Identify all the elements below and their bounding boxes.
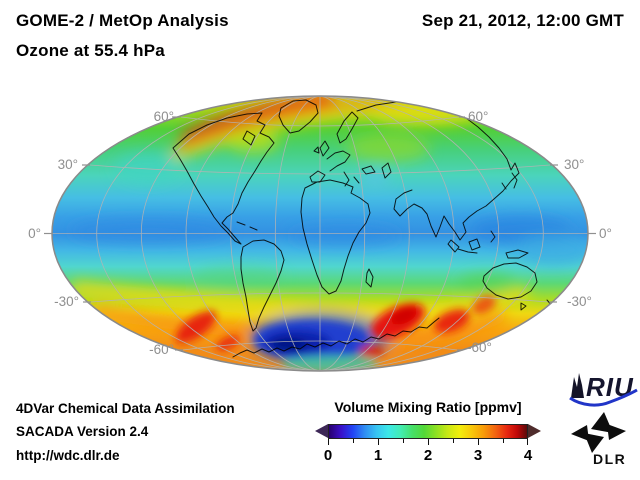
colorbar: [315, 424, 541, 445]
lat-label-60s-right: -60°: [467, 340, 492, 355]
riu-cathedral-icon: [571, 373, 584, 398]
page-title: GOME-2 / MetOp Analysis: [16, 11, 229, 30]
lat-label-30n-left: 30°: [58, 157, 78, 172]
coastline: [309, 170, 326, 183]
coastline: [501, 182, 507, 190]
coastline: [326, 150, 351, 172]
dlr-star-icon: [571, 412, 626, 453]
colorbar-label-0: 0: [323, 447, 333, 464]
coastline: [511, 172, 518, 189]
colorbar-label-2: 2: [423, 447, 433, 464]
dlr-logo-text: DLR: [593, 451, 626, 467]
timestamp: Sep 21, 2012, 12:00 GMT: [421, 11, 624, 30]
latitude-ticks: [44, 116, 596, 351]
colorbar-title: Volume Mixing Ratio [ppmv]: [334, 399, 522, 415]
dlr-logo: DLR: [571, 412, 626, 467]
coastline: [236, 221, 258, 231]
coastline: [319, 140, 330, 157]
lat-label-60s-left: -60°: [149, 342, 174, 357]
colorbar-tick-minor: [503, 439, 504, 443]
colorbar-tick-minor: [453, 439, 454, 443]
lat-label-60n-right: 60°: [468, 109, 488, 124]
lat-label-60n-left: 60°: [154, 109, 174, 124]
page-subtitle: Ozone at 55.4 hPa: [16, 41, 165, 60]
graticule: [52, 96, 588, 371]
lat-label-eq-right: 0°: [599, 226, 612, 241]
colorbar-tick-minor: [353, 439, 354, 443]
colorbar-label-1: 1: [373, 447, 383, 464]
coastline: [300, 179, 371, 295]
footer-version-text: SACADA Version 2.4: [16, 424, 149, 439]
riu-logo-text: RIU: [586, 372, 634, 402]
latitude-labels: 60° 60° 30° 30° 0° 0° -30° -30° -60° -60…: [28, 109, 612, 357]
colorbar-left-arrow: [315, 424, 328, 438]
lat-label-30s-right: -30°: [567, 294, 592, 309]
coastline: [336, 111, 359, 144]
field-soft-anomalies: [70, 96, 588, 364]
colorbar-gradient: [328, 424, 528, 439]
coastline: [365, 268, 374, 288]
coastline: [172, 112, 275, 245]
colorbar-tick-major: [328, 439, 329, 445]
coastline: [353, 176, 360, 184]
riu-logo: RIU: [569, 372, 638, 407]
coastline: [468, 238, 481, 251]
coastline: [361, 165, 376, 175]
coastline: [343, 171, 350, 187]
coastlines: [172, 99, 558, 358]
colorbar-label-4: 4: [523, 447, 533, 464]
riu-wave-icon: [569, 388, 638, 407]
footer-url-text: http://wdc.dlr.de: [16, 448, 120, 463]
coastline: [381, 162, 392, 179]
colorbar-tick-major: [527, 439, 528, 445]
colorbar-tick-major: [378, 439, 379, 445]
lat-label-30n-right: 30°: [564, 157, 584, 172]
lat-label-30s-left: -30°: [54, 294, 79, 309]
coastline: [313, 146, 320, 154]
colorbar-right-arrow: [528, 424, 541, 438]
colorbar-label-3: 3: [473, 447, 483, 464]
coastline: [242, 130, 256, 146]
colorbar-tick-minor: [403, 439, 404, 443]
footer-assimilation-text: 4DVar Chemical Data Assimilation: [16, 401, 235, 416]
colorbar-tick-major: [478, 439, 479, 445]
coastline: [240, 239, 285, 332]
coastline: [482, 262, 538, 300]
coastline: [447, 239, 460, 253]
lat-label-eq-left: 0°: [28, 226, 41, 241]
coastline: [457, 248, 478, 254]
colorbar-tick-major: [428, 439, 429, 445]
coastline: [505, 249, 529, 259]
coastline: [490, 230, 496, 243]
coastline: [278, 99, 319, 134]
coastline-antarctica: [232, 317, 440, 358]
coastline: [520, 302, 527, 311]
